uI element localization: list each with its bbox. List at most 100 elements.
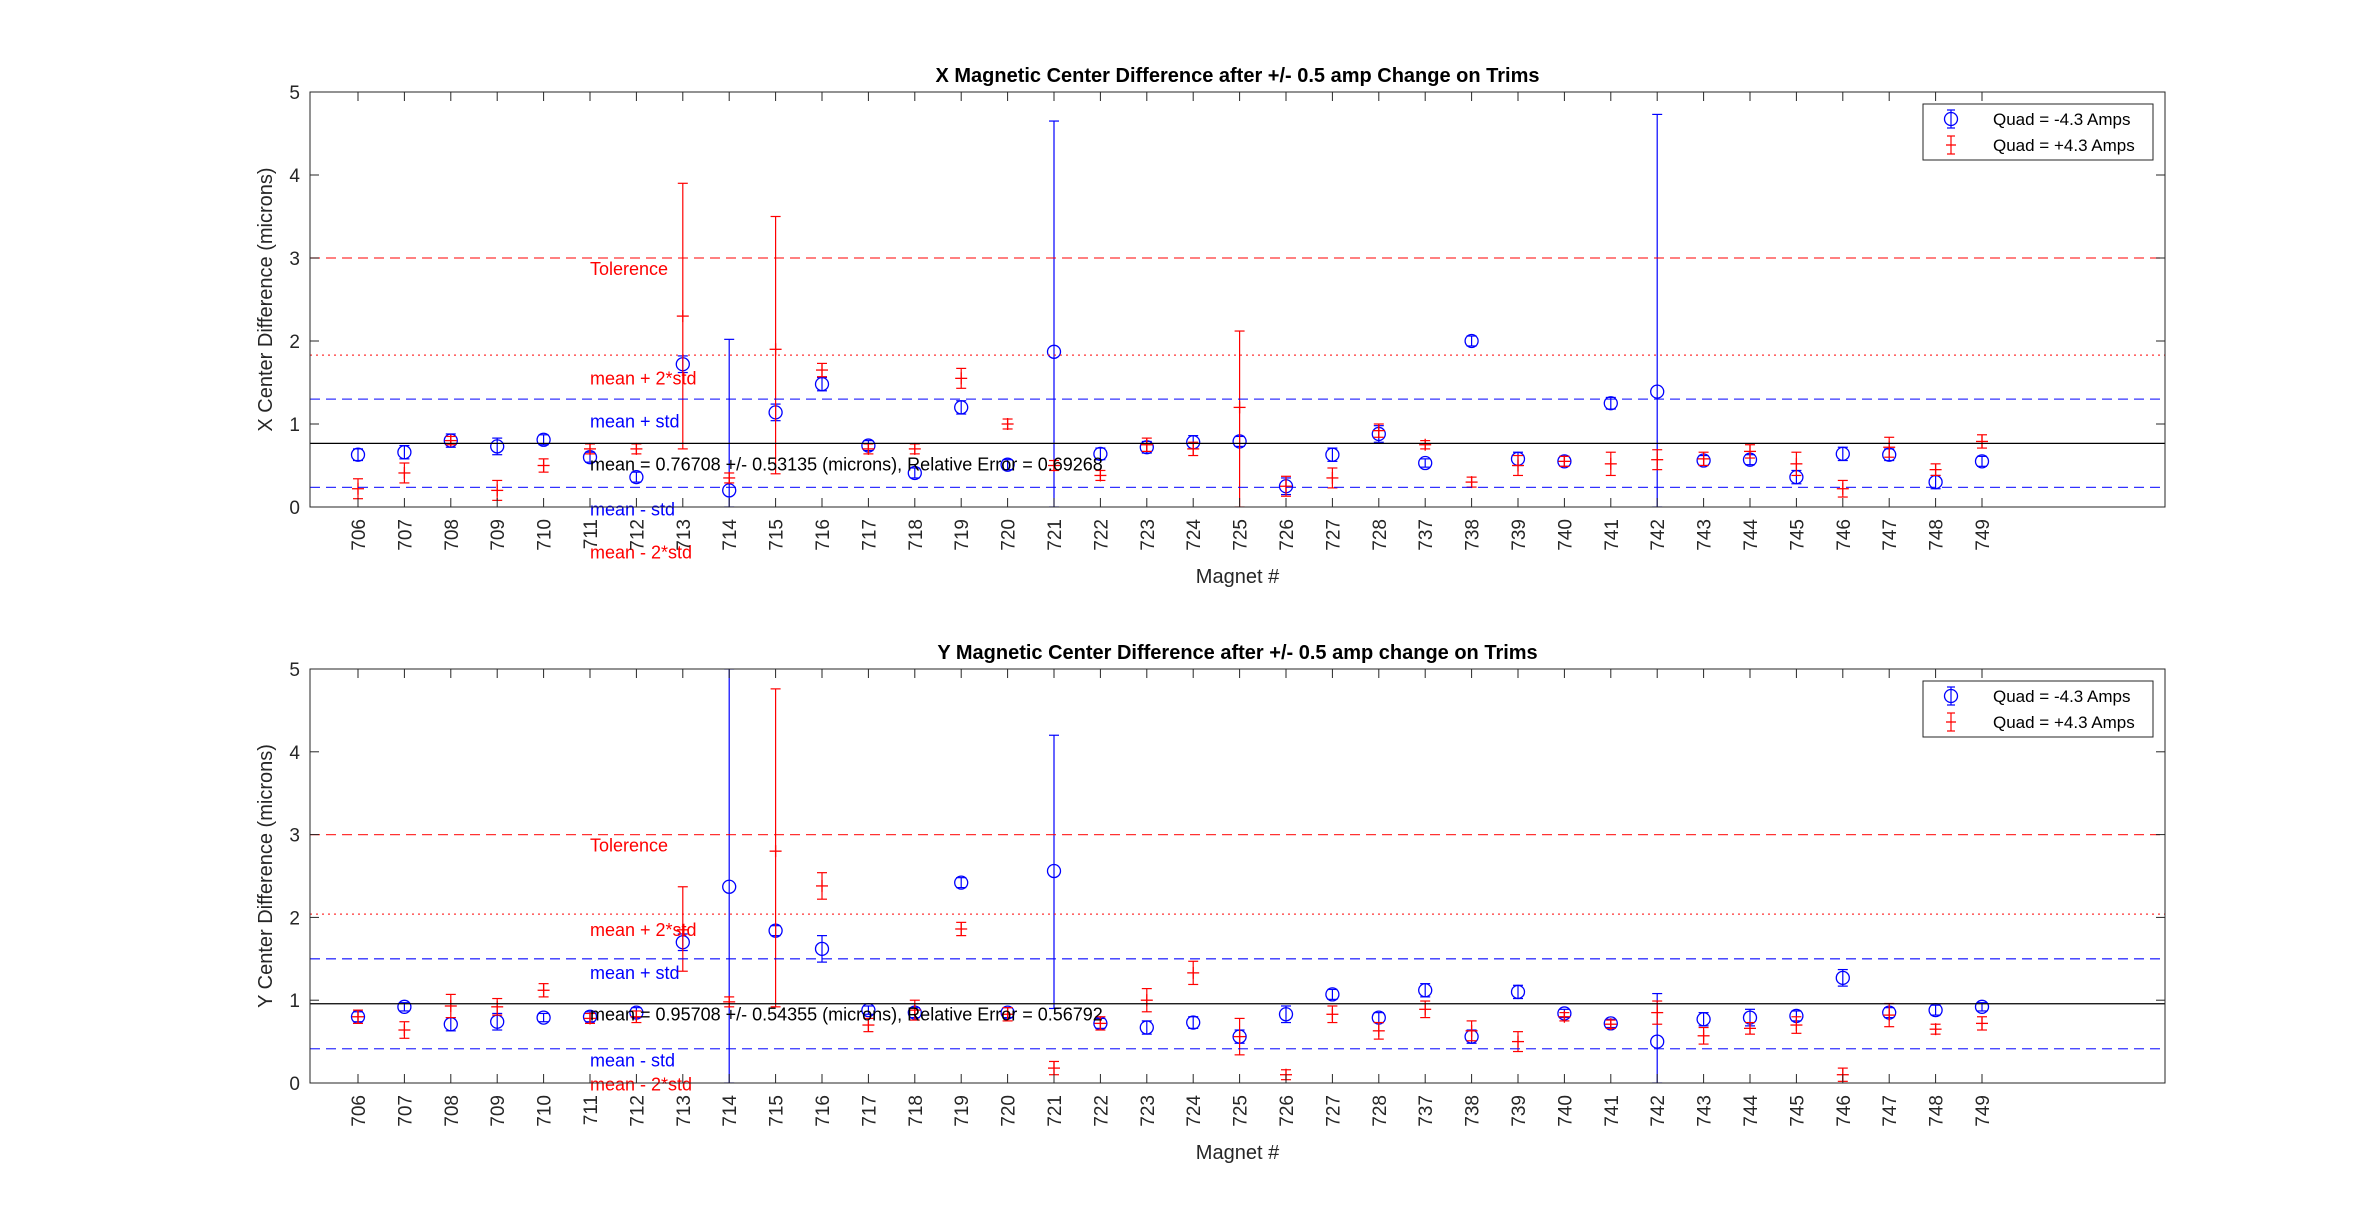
x-tick-label: 707 bbox=[395, 519, 416, 551]
legend-label: Quad = +4.3 Amps bbox=[1993, 136, 2135, 155]
data-point bbox=[1651, 1006, 1664, 1019]
x-tick-label: 738 bbox=[1463, 519, 1484, 551]
data-point bbox=[1464, 333, 1479, 349]
data-point bbox=[1558, 455, 1571, 468]
axes-box bbox=[309, 91, 2166, 508]
x-tick-label: 713 bbox=[674, 519, 695, 551]
data-point bbox=[862, 442, 875, 455]
data-point bbox=[723, 995, 736, 1008]
x-tick-label: 739 bbox=[1509, 1095, 1530, 1127]
legend-box bbox=[1922, 103, 2154, 161]
x-tick-label: 706 bbox=[349, 1095, 370, 1127]
x-tick-label: 719 bbox=[952, 1095, 973, 1127]
x-tick-label: 718 bbox=[906, 519, 927, 551]
x-tick-label: 742 bbox=[1648, 1095, 1669, 1127]
error-bar bbox=[1652, 113, 1663, 507]
x-tick-label: 712 bbox=[627, 519, 648, 551]
data-point bbox=[1697, 452, 1710, 465]
x-tick-label: 748 bbox=[1927, 519, 1948, 551]
data-point bbox=[1187, 442, 1200, 455]
x-tick-label: 710 bbox=[535, 519, 556, 551]
chart-panel-1: X Magnetic Center Difference after +/- 0… bbox=[255, 65, 2166, 588]
reference-line-label: mean + std bbox=[590, 963, 680, 983]
data-point bbox=[537, 459, 550, 472]
data-point bbox=[862, 1019, 875, 1032]
data-point bbox=[1186, 1015, 1201, 1030]
data-point bbox=[769, 343, 782, 356]
reference-line-label: mean = 0.76708 +/- 0.53135 (microns), Re… bbox=[590, 455, 1103, 475]
x-tick-label: 708 bbox=[442, 1095, 463, 1127]
data-point bbox=[1418, 455, 1433, 471]
data-point bbox=[1325, 447, 1340, 462]
data-point bbox=[676, 923, 689, 936]
data-point bbox=[722, 879, 737, 894]
x-tick-label: 711 bbox=[581, 519, 602, 549]
x-tick-label: 726 bbox=[1277, 519, 1298, 551]
legend-marker bbox=[1943, 111, 1959, 127]
data-point bbox=[814, 377, 830, 392]
data-point bbox=[955, 372, 968, 385]
x-tick-label: 709 bbox=[488, 1095, 509, 1127]
y-tick-label: 5 bbox=[289, 660, 300, 681]
error-bar bbox=[1837, 446, 1848, 462]
error-bar bbox=[1188, 1016, 1199, 1029]
data-point bbox=[1140, 994, 1153, 1007]
x-tick-label: 728 bbox=[1370, 519, 1391, 551]
x-tick-label: 749 bbox=[1973, 1095, 1994, 1127]
x-tick-label: 747 bbox=[1880, 1095, 1901, 1127]
x-tick-label: 725 bbox=[1231, 1095, 1252, 1127]
error-bar bbox=[1327, 988, 1338, 1000]
error-bar bbox=[817, 935, 827, 963]
data-point bbox=[1650, 384, 1665, 399]
error-bar bbox=[1930, 474, 1941, 490]
error-bar bbox=[1049, 734, 1059, 1010]
legend-box bbox=[1922, 680, 2154, 738]
axes-box bbox=[309, 668, 2166, 1084]
x-tick-label: 723 bbox=[1138, 519, 1159, 551]
error-bar bbox=[538, 1012, 549, 1023]
x-tick-label: 722 bbox=[1091, 1095, 1112, 1127]
reference-line-label: mean - std bbox=[590, 1051, 675, 1071]
x-tick-label: 728 bbox=[1370, 1095, 1391, 1127]
x-tick-label: 712 bbox=[627, 1095, 648, 1127]
legend-label: Quad = -4.3 Amps bbox=[1993, 110, 2131, 129]
data-point bbox=[955, 922, 968, 935]
data-point bbox=[1419, 438, 1432, 451]
x-tick-label: 740 bbox=[1555, 519, 1576, 551]
data-point bbox=[1326, 471, 1339, 484]
data-point bbox=[1372, 1024, 1385, 1037]
data-point bbox=[630, 442, 643, 455]
data-point bbox=[1790, 457, 1803, 470]
x-tick-label: 714 bbox=[720, 1095, 741, 1127]
y-tick-label: 2 bbox=[289, 908, 300, 929]
x-tick-label: 747 bbox=[1880, 519, 1901, 551]
x-tick-label: 717 bbox=[859, 1095, 880, 1127]
data-point bbox=[398, 466, 411, 479]
x-tick-label: 737 bbox=[1416, 1095, 1437, 1127]
series-1 bbox=[350, 113, 1990, 507]
x-tick-label: 713 bbox=[674, 1095, 695, 1127]
error-bar bbox=[1049, 120, 1059, 507]
data-point bbox=[1465, 476, 1478, 489]
data-point bbox=[536, 432, 551, 447]
data-point bbox=[1326, 1008, 1339, 1021]
legend: Quad = -4.3 Amps Quad = +4.3 Amps bbox=[1922, 103, 2154, 161]
data-point bbox=[1046, 344, 1062, 359]
error-bar bbox=[956, 400, 967, 415]
data-point bbox=[1604, 1018, 1617, 1031]
reference-line-label: mean + std bbox=[590, 412, 680, 432]
error-bar bbox=[353, 448, 363, 462]
x-tick-label: 726 bbox=[1277, 1095, 1298, 1127]
x-tick-label: 706 bbox=[349, 519, 370, 551]
data-point bbox=[1929, 1023, 1942, 1036]
x-tick-label: 743 bbox=[1695, 1095, 1716, 1127]
data-point bbox=[1139, 1020, 1154, 1035]
x-tick-label: 724 bbox=[1184, 1095, 1205, 1127]
x-tick-label: 744 bbox=[1741, 1095, 1762, 1127]
data-point bbox=[1651, 453, 1664, 466]
data-point bbox=[816, 364, 828, 377]
x-tick-label: 727 bbox=[1323, 519, 1344, 551]
data-point bbox=[1048, 459, 1060, 472]
x-tick-label: 723 bbox=[1138, 1095, 1159, 1127]
data-point bbox=[584, 1012, 596, 1025]
